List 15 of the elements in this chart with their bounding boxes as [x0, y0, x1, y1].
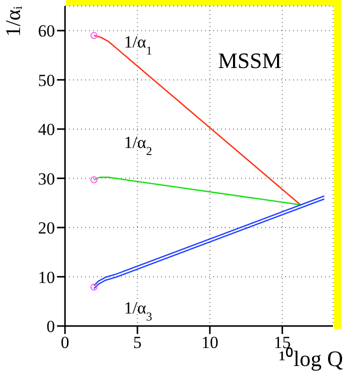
y-tick-label: 50: [38, 70, 55, 90]
y-tick-label: 20: [38, 218, 55, 238]
series-label: 1/α$_{1}$: [124, 32, 152, 58]
y-tick-label: 40: [38, 120, 55, 140]
series-label: 1/α$_{2}$: [124, 132, 152, 158]
y-tick-label: 10: [38, 268, 55, 287]
x-tick-label: 0: [60, 333, 70, 352]
x-tick-label: 5: [133, 333, 142, 352]
series-label: 1/α$_{3}$: [124, 298, 152, 324]
x-tick-label: 10: [201, 333, 218, 352]
y-tick-label: 60: [38, 22, 55, 41]
y-axis-title: 1/αᵢ: [1, 6, 26, 37]
text: MSSM: [218, 48, 282, 74]
y-tick-label: 30: [38, 169, 55, 188]
y-tick-label: 0: [46, 317, 55, 336]
